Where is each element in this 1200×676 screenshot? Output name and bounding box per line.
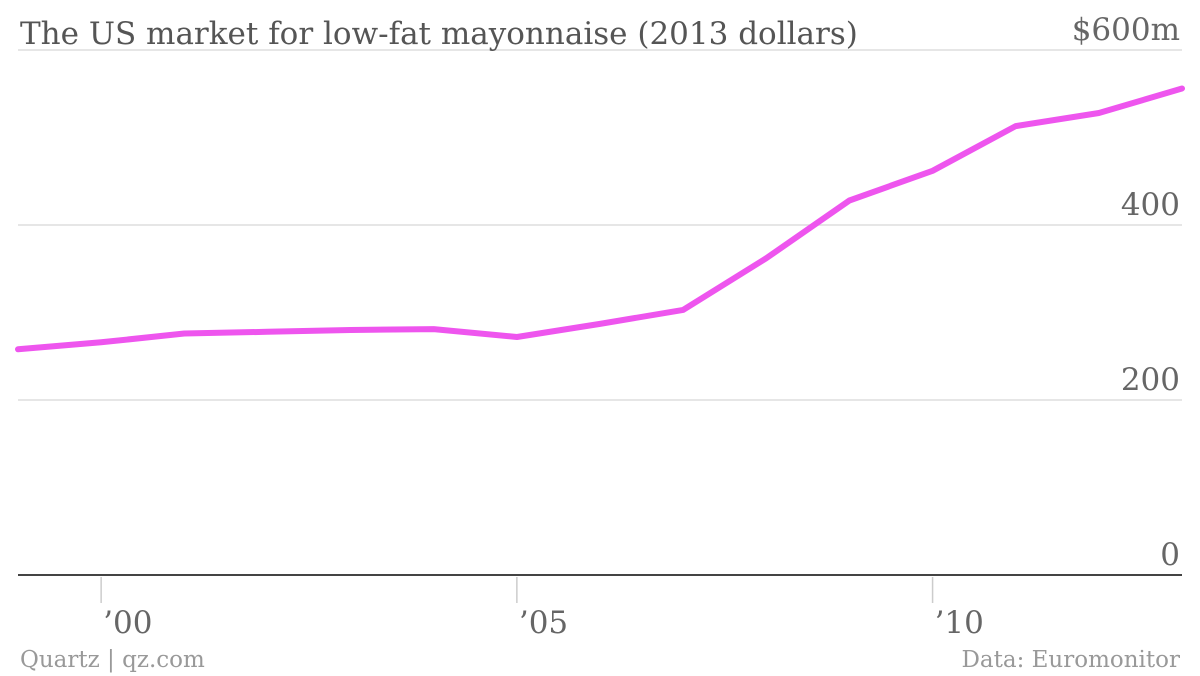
chart-title: The US market for low-fat mayonnaise (20… bbox=[20, 16, 858, 52]
y-tick-label: 200 bbox=[1121, 362, 1180, 398]
x-axis: ’00 ’05 ’10 bbox=[100, 577, 984, 641]
series-line bbox=[15, 85, 1185, 353]
x-tick-label: ’10 bbox=[935, 605, 984, 641]
series-layer bbox=[15, 85, 1185, 353]
source-text: Data: Euromonitor bbox=[961, 647, 1180, 673]
x-tick-label: ’00 bbox=[103, 605, 152, 641]
credit-text: Quartz | qz.com bbox=[20, 647, 205, 673]
y-tick-label: $600m bbox=[1072, 12, 1180, 48]
y-axis: 0 200 400 $600m bbox=[1072, 12, 1180, 573]
gridlines bbox=[18, 49, 1182, 576]
y-tick-label: 0 bbox=[1160, 537, 1180, 573]
y-tick-label: 400 bbox=[1121, 187, 1180, 223]
x-tick-label: ’05 bbox=[519, 605, 568, 641]
